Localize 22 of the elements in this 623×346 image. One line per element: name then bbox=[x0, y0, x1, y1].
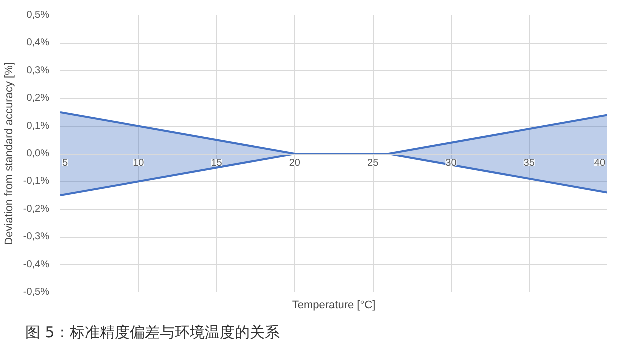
x-axis-title: Temperature [°C] bbox=[292, 300, 376, 312]
y-tick-label: 0,4% bbox=[26, 38, 50, 49]
x-tick-label: 35 bbox=[524, 158, 536, 169]
x-tick-label: 25 bbox=[368, 158, 380, 169]
y-tick-label: -0,3% bbox=[23, 232, 50, 243]
y-tick-label: 0,1% bbox=[26, 120, 50, 132]
y-tick-label: -0,2% bbox=[23, 204, 50, 215]
x-tick-label: 20 bbox=[289, 158, 301, 169]
text: 图 5：标准精度偏差与环境温度的关系 bbox=[26, 324, 280, 342]
y-tick-label: -0,4% bbox=[23, 259, 50, 270]
y-tick-label: 0,3% bbox=[26, 65, 50, 76]
y-tick-label: -0,5% bbox=[23, 287, 50, 298]
x-tick-label: 15 bbox=[211, 158, 223, 169]
y-tick-label: -0,1% bbox=[23, 176, 50, 188]
y-tick-label: 0,0% bbox=[26, 148, 50, 160]
x-tick-label: 10 bbox=[133, 158, 145, 169]
y-tick-label: 0,5% bbox=[26, 10, 50, 21]
x-tick-label: 5 bbox=[62, 158, 68, 169]
y-tick-label: 0,2% bbox=[26, 93, 50, 104]
x-tick-label: 40 bbox=[594, 158, 606, 169]
y-axis-title: Deviation from standard accuracy [%] bbox=[3, 62, 16, 246]
x-tick-label: 30 bbox=[446, 158, 458, 169]
